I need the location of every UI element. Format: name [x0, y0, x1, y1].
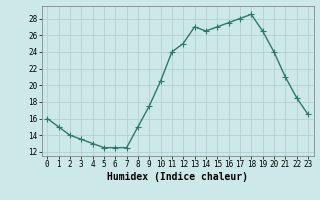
- X-axis label: Humidex (Indice chaleur): Humidex (Indice chaleur): [107, 172, 248, 182]
